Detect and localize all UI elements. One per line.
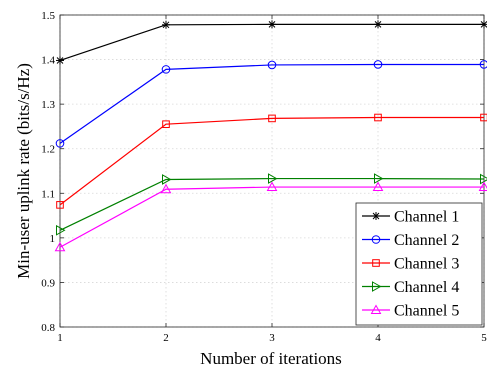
y-tick-label: 1.4 (41, 55, 55, 67)
data-point (480, 20, 487, 28)
data-point (268, 20, 276, 28)
data-point (56, 56, 64, 64)
y-axis-label: Min-user uplink rate (bits/s/Hz) (14, 63, 33, 279)
y-tick-label: 1.1 (41, 188, 55, 200)
data-point (162, 21, 170, 29)
y-tick-label: 1.2 (41, 144, 55, 156)
x-tick-label: 1 (57, 332, 63, 344)
legend-label: Channel 1 (394, 209, 459, 226)
data-point (374, 20, 382, 28)
y-tick-label: 1 (50, 233, 56, 245)
legend-label: Channel 2 (394, 232, 459, 249)
x-tick-label: 3 (269, 332, 275, 344)
y-tick-label: 1.3 (41, 99, 55, 111)
legend-label: Channel 5 (394, 303, 459, 320)
y-tick-label: 0.9 (41, 277, 55, 289)
legend-label: Channel 3 (394, 256, 459, 273)
x-tick-label: 4 (375, 332, 381, 344)
x-tick-label: 2 (163, 332, 169, 344)
series-1 (56, 20, 487, 64)
y-tick-label: 1.5 (41, 10, 55, 22)
legend-label: Channel 4 (394, 279, 459, 296)
legend: Channel 1 Channel 2 Channel 3 Channel 4 Chan… (356, 203, 482, 325)
x-tick-label: 5 (481, 332, 487, 344)
data-point (372, 212, 380, 220)
y-tick-label: 0.8 (41, 322, 55, 334)
x-axis-label: Number of iterations (200, 349, 342, 368)
